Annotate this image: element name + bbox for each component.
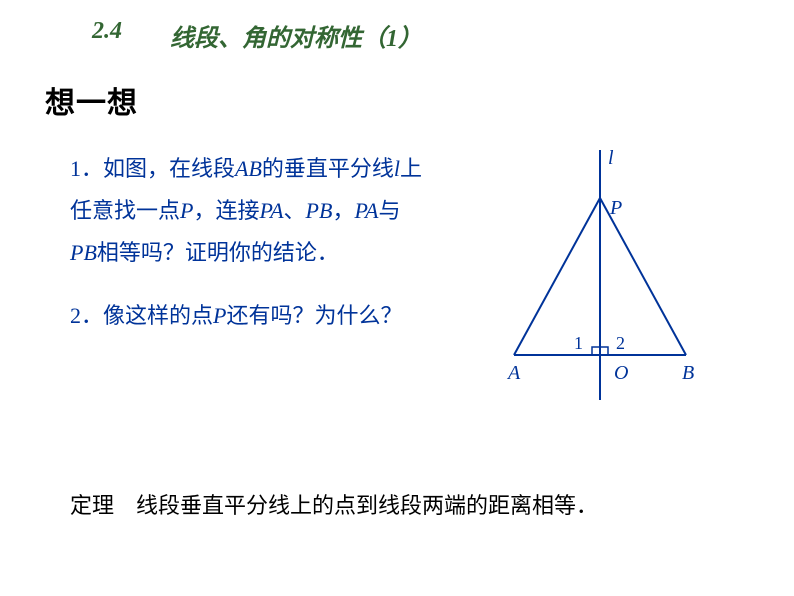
theorem: 定理 线段垂直平分线上的点到线段两端的距离相等． [70, 488, 598, 520]
geometry-diagram: l P A B O 1 2 [490, 150, 710, 415]
q1-P: P [180, 198, 193, 223]
section-number-text: 2.4 [92, 18, 122, 44]
q1-t6: 、 [284, 198, 306, 223]
q2-t2: 还有吗？为什么？ [226, 303, 402, 328]
q1-t1: 1．如图，在线段 [70, 156, 235, 181]
q1-t4: 任意找一点 [70, 198, 180, 223]
q1-AB: AB [235, 156, 262, 181]
section-title-text: 线段、角的对称性（1） [170, 26, 422, 52]
q1-t3: 上 [400, 156, 422, 181]
think-heading-text: 想一想 [45, 87, 138, 120]
question-1: 1．如图，在线段AB的垂直平分线l上 任意找一点P，连接PA、PB，PA与 PB… [70, 148, 490, 273]
q2-t1: 2．像这样的点 [70, 303, 213, 328]
q1-PB2: PB [70, 240, 97, 265]
svg-text:B: B [682, 362, 694, 384]
question-2: 2．像这样的点P还有吗？为什么？ [70, 295, 490, 337]
q1-PA2: PA [354, 198, 378, 223]
diagram-svg: l P A B O 1 2 [490, 150, 710, 410]
svg-text:O: O [614, 362, 628, 384]
think-heading: 想一想 [45, 78, 138, 122]
svg-text:2: 2 [616, 333, 625, 353]
q1-t8: 与 [379, 198, 401, 223]
theorem-text: 定理 线段垂直平分线上的点到线段两端的距离相等． [70, 493, 598, 518]
svg-text:1: 1 [574, 333, 583, 353]
svg-text:P: P [609, 197, 622, 219]
section-number: 2.4 [92, 18, 122, 45]
section-title: 线段、角的对称性（1） [170, 18, 422, 53]
q2-P: P [213, 303, 226, 328]
q1-t9: 相等吗？证明你的结论． [97, 240, 339, 265]
q1-PB: PB [306, 198, 333, 223]
q1-t2: 的垂直平分线 [262, 156, 394, 181]
q1-t5: ，连接 [193, 198, 259, 223]
svg-text:l: l [608, 150, 614, 169]
q1-t7: ， [332, 198, 354, 223]
svg-text:A: A [506, 362, 521, 384]
q1-PA: PA [259, 198, 283, 223]
